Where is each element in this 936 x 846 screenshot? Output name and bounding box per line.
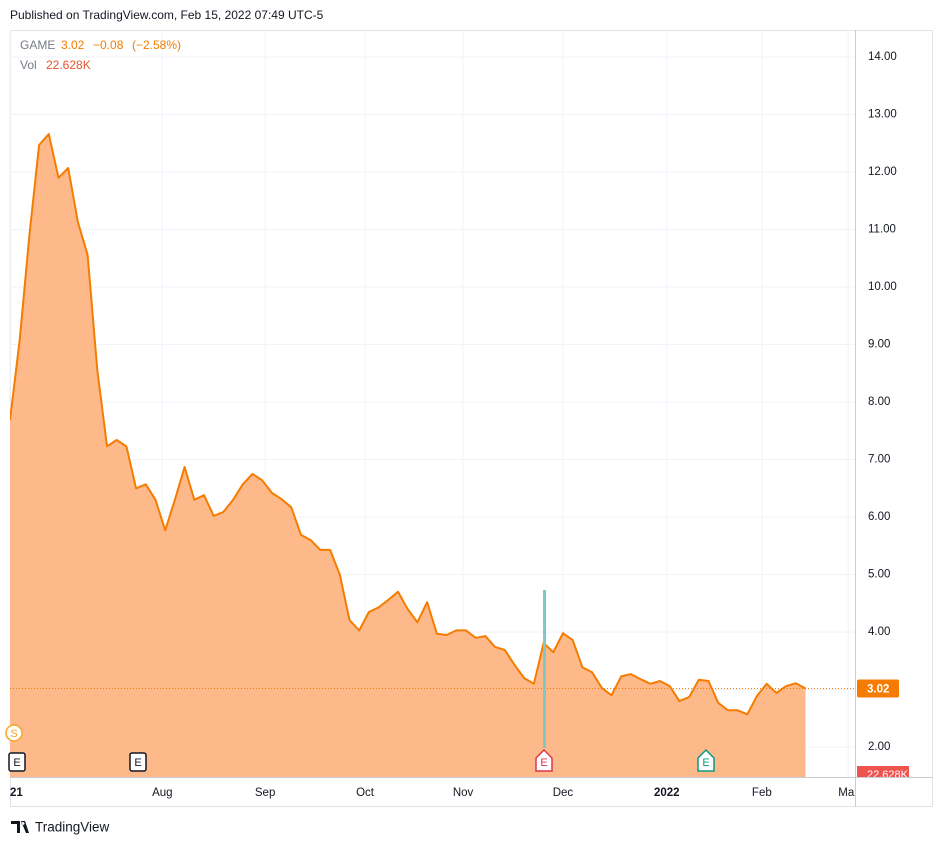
x-tick-label: 2021 bbox=[0, 787, 23, 799]
y-tick-label: 2.00 bbox=[868, 741, 890, 753]
last-price-box bbox=[857, 679, 899, 698]
legend-close: 3.02 bbox=[61, 38, 85, 52]
y-tick-label: 6.00 bbox=[868, 511, 890, 523]
y-tick-label: 8.00 bbox=[868, 396, 890, 408]
price-axis: 2.003.004.005.006.007.008.009.0010.0011.… bbox=[868, 51, 897, 753]
y-tick-label: 9.00 bbox=[868, 339, 890, 351]
legend-vol-label: Vol bbox=[20, 58, 37, 72]
tv-logo: TradingView bbox=[11, 820, 110, 835]
published-note: Published on TradingView.com, Feb 15, 20… bbox=[10, 8, 324, 22]
y-tick-label: 4.00 bbox=[868, 626, 890, 638]
y-tick-label: 7.00 bbox=[868, 454, 890, 466]
plot bbox=[10, 133, 855, 777]
event-badge bbox=[8, 752, 26, 772]
x-tick-label: Aug bbox=[152, 787, 172, 799]
event-label: E bbox=[13, 757, 20, 769]
x-tick-label: Mar bbox=[838, 787, 858, 799]
event-badge bbox=[535, 748, 553, 772]
y-tick-label: 11.00 bbox=[868, 224, 896, 236]
y-tick-label: 13.00 bbox=[868, 109, 897, 121]
legend: GAME 3.02 −0.08 (−2.58%) Vol 22.628K bbox=[20, 38, 181, 72]
event-label: E bbox=[702, 757, 709, 769]
time-axis: 2021 Aug Sep Oct Nov Dec 2022 Feb Mar bbox=[0, 787, 858, 799]
last-price-label: 3.02 bbox=[867, 683, 889, 695]
price-line bbox=[10, 133, 806, 716]
event-label: E bbox=[134, 757, 141, 769]
event-badge bbox=[129, 752, 147, 772]
legend-change: −0.08 bbox=[93, 38, 124, 52]
legend-change-pct: (−2.58%) bbox=[132, 38, 181, 52]
events: S E E E E bbox=[5, 724, 715, 772]
vol-badge-box bbox=[857, 766, 909, 777]
x-tick-label: Feb bbox=[752, 787, 772, 799]
event-label: E bbox=[540, 757, 547, 769]
area bbox=[10, 134, 806, 777]
x-tick-label: 2022 bbox=[654, 787, 680, 799]
logo-mark bbox=[11, 821, 29, 833]
legend-vol-value: 22.628K bbox=[46, 58, 91, 72]
footer-brand: TradingView bbox=[35, 820, 110, 835]
x-tick-label: Dec bbox=[553, 787, 574, 799]
x-tick-label: Nov bbox=[453, 787, 474, 799]
y-tick-label: 5.00 bbox=[868, 569, 890, 581]
grid bbox=[9, 30, 855, 777]
vol-badge: 22.628K bbox=[857, 766, 909, 781]
y-tick-label: 12.00 bbox=[868, 166, 897, 178]
event-label: S bbox=[10, 728, 17, 740]
x-tick-label: Oct bbox=[356, 787, 375, 799]
vol-badge-text: 22.628K bbox=[867, 769, 909, 781]
y-tick-label: 14.00 bbox=[868, 51, 897, 63]
x-tick-label: Sep bbox=[255, 787, 275, 799]
y-tick-label: 10.00 bbox=[868, 281, 897, 293]
event-badge bbox=[5, 724, 23, 742]
event-badge bbox=[697, 748, 715, 772]
legend-symbol: GAME bbox=[20, 38, 55, 52]
